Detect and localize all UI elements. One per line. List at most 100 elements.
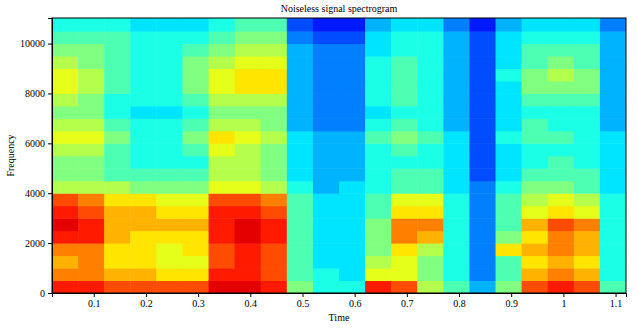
- cell: [600, 256, 626, 269]
- cell: [156, 44, 183, 57]
- cell: [130, 18, 157, 32]
- cell: [574, 44, 601, 57]
- cell: [365, 44, 392, 57]
- cell: [261, 131, 288, 144]
- cell: [130, 181, 157, 194]
- cell: [52, 44, 79, 57]
- cell: [209, 156, 236, 169]
- cell: [52, 143, 79, 156]
- y-tick: 2000: [25, 238, 52, 249]
- cell: [548, 268, 575, 281]
- x-tick: 0.5: [297, 293, 310, 309]
- cell: [313, 256, 340, 269]
- cell: [417, 256, 444, 269]
- tick-mark: [48, 44, 52, 45]
- tick-label: 6000: [25, 138, 45, 149]
- cell: [209, 218, 236, 231]
- cell: [548, 31, 575, 44]
- cell: [287, 93, 314, 106]
- cell: [104, 281, 131, 293]
- cell: [235, 218, 262, 231]
- tick-label: 1: [561, 298, 566, 309]
- cell: [287, 31, 314, 44]
- cell: [548, 93, 575, 106]
- cell: [104, 118, 131, 131]
- cell: [548, 106, 575, 119]
- cell: [469, 218, 496, 231]
- cell: [313, 156, 340, 169]
- cell: [574, 106, 601, 119]
- cell: [313, 31, 340, 44]
- cell: [235, 56, 262, 69]
- cell: [548, 81, 575, 94]
- tick-label: 8000: [25, 88, 45, 99]
- cell: [182, 181, 209, 194]
- cell: [235, 69, 262, 82]
- cell: [156, 168, 183, 181]
- cell: [52, 106, 79, 119]
- cell: [339, 206, 366, 219]
- cell: [391, 268, 418, 281]
- y-tick: 10000: [20, 38, 52, 49]
- cell: [365, 156, 392, 169]
- cell: [339, 193, 366, 206]
- cell: [235, 256, 262, 269]
- cell: [287, 193, 314, 206]
- cell: [52, 56, 79, 69]
- cell: [339, 31, 366, 44]
- cell: [156, 181, 183, 194]
- cell: [130, 44, 157, 57]
- tick-mark: [48, 193, 52, 194]
- cell: [52, 81, 79, 94]
- cell: [52, 168, 79, 181]
- cell: [339, 281, 366, 293]
- cell: [443, 268, 470, 281]
- cell: [104, 106, 131, 119]
- cell: [156, 56, 183, 69]
- cell: [78, 44, 105, 57]
- cell: [522, 193, 549, 206]
- y-tick: 0: [40, 288, 52, 299]
- cell: [130, 106, 157, 119]
- cell: [78, 81, 105, 94]
- cell: [182, 106, 209, 119]
- cell: [496, 268, 523, 281]
- cell: [235, 31, 262, 44]
- tick-mark: [48, 93, 52, 94]
- cell: [365, 268, 392, 281]
- cell: [235, 193, 262, 206]
- cell: [130, 206, 157, 219]
- cell: [182, 69, 209, 82]
- cell: [52, 206, 79, 219]
- cell: [600, 106, 626, 119]
- cell: [365, 31, 392, 44]
- cell: [78, 268, 105, 281]
- cell: [313, 218, 340, 231]
- cell: [104, 143, 131, 156]
- cell: [287, 181, 314, 194]
- y-tick: 4000: [25, 188, 52, 199]
- cell: [209, 118, 236, 131]
- cell: [156, 156, 183, 169]
- cell: [391, 156, 418, 169]
- cell: [417, 118, 444, 131]
- cell: [496, 206, 523, 219]
- cell: [365, 231, 392, 244]
- x-tick: 0.8: [453, 293, 466, 309]
- cell: [313, 231, 340, 244]
- cell: [443, 31, 470, 44]
- cell: [235, 44, 262, 57]
- cell: [574, 256, 601, 269]
- cell: [287, 206, 314, 219]
- tick-mark: [146, 293, 147, 297]
- cell: [261, 256, 288, 269]
- tick-mark: [250, 293, 251, 297]
- cell: [130, 268, 157, 281]
- tick-label: 0.5: [297, 298, 310, 309]
- cell: [313, 243, 340, 256]
- cell: [287, 69, 314, 82]
- cell: [600, 118, 626, 131]
- cell: [496, 156, 523, 169]
- cell: [417, 156, 444, 169]
- cell: [548, 118, 575, 131]
